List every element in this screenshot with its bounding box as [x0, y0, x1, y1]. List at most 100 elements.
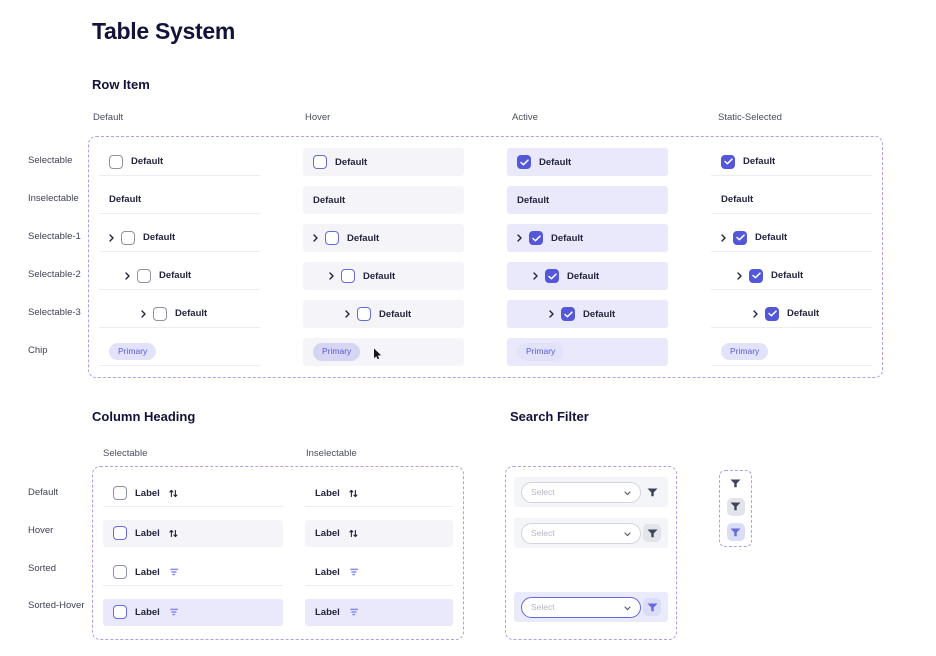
sorted-bars-icon[interactable] [169, 568, 179, 576]
filter-funnel-button[interactable] [643, 483, 661, 501]
primary-chip[interactable]: Primary [721, 342, 769, 361]
column-header-cell-default-inselectable[interactable]: Label [305, 480, 453, 507]
column-header-cell-sorted-hover-inselectable[interactable]: Label [305, 598, 453, 626]
row-item-selectable-static[interactable]: Default [711, 148, 872, 176]
row-item-chip-active[interactable]: Primary [507, 338, 668, 366]
column-header-cell-sorted-inselectable[interactable]: Label [305, 559, 453, 587]
row-item-selectable-default[interactable]: Default [99, 148, 260, 176]
table-row: Label Label [103, 598, 453, 626]
primary-chip[interactable]: Primary [313, 343, 361, 361]
checkbox-unchecked-icon[interactable] [113, 526, 127, 541]
cell-text: Default [771, 270, 804, 281]
row-item-level2-static[interactable]: Default [711, 262, 872, 290]
chevron-right-icon[interactable] [141, 309, 146, 318]
checkbox-unchecked-icon[interactable] [113, 486, 127, 500]
row-item-level2-hover[interactable]: Default [303, 262, 464, 290]
checkbox-unchecked-icon[interactable] [325, 231, 339, 245]
primary-chip[interactable]: Primary [517, 343, 565, 361]
column-header-active: Active [512, 112, 538, 123]
row-item-chip-default[interactable]: Primary [99, 338, 260, 366]
column-header-cell-sorted-selectable[interactable]: Label [103, 559, 283, 587]
chevron-right-icon[interactable] [313, 234, 318, 242]
primary-chip[interactable]: Primary [109, 342, 157, 361]
checkbox-unchecked-icon[interactable] [113, 565, 127, 580]
sorted-bars-icon[interactable] [349, 568, 359, 576]
sort-updown-icon[interactable] [349, 489, 358, 498]
sorted-bars-icon[interactable] [169, 608, 179, 616]
row-item-level1-active[interactable]: Default [507, 224, 668, 252]
checkbox-checked-icon[interactable] [733, 230, 747, 245]
column-header-cell-hover-inselectable[interactable]: Label [305, 519, 453, 547]
row-item-selectable-hover[interactable]: Default [303, 148, 464, 176]
sort-updown-icon[interactable] [169, 529, 178, 538]
chevron-right-icon[interactable] [345, 310, 350, 318]
row-item-level3-static[interactable]: Default [711, 300, 872, 328]
checkbox-checked-icon[interactable] [721, 154, 735, 169]
checkbox-unchecked-icon[interactable] [341, 269, 355, 283]
column-header-cell-default-selectable[interactable]: Label [103, 480, 283, 507]
cell-text: Default [379, 308, 412, 320]
select-dropdown-focused[interactable]: Select [521, 596, 641, 618]
checkbox-checked-icon[interactable] [749, 268, 763, 283]
row-item-level1-hover[interactable]: Default [303, 224, 464, 252]
sort-updown-icon[interactable] [349, 529, 358, 538]
row-item-level1-static[interactable]: Default [711, 224, 872, 252]
table-row: Default Default Default Default [99, 300, 872, 328]
sorted-bars-icon[interactable] [349, 608, 359, 616]
column-header-cell-sorted-hover-selectable[interactable]: Label [103, 598, 283, 626]
chevron-right-icon[interactable] [721, 233, 726, 242]
cell-text: Default [347, 232, 380, 244]
chevron-right-icon[interactable] [517, 234, 522, 242]
row-item-level2-default[interactable]: Default [99, 262, 260, 290]
row-item-inselectable-static[interactable]: Default [711, 186, 872, 214]
cell-text: Label [315, 606, 340, 618]
filter-funnel-button[interactable] [643, 598, 661, 616]
row-item-chip-hover[interactable]: Primary [303, 338, 464, 366]
row-item-level1-default[interactable]: Default [99, 224, 260, 252]
row-item-level3-active[interactable]: Default [507, 300, 668, 328]
filter-funnel-button-hover[interactable] [726, 497, 745, 516]
checkbox-checked-icon[interactable] [517, 155, 531, 169]
ch-label-sorted-hover: Sorted-Hover [28, 600, 85, 611]
select-placeholder: Select [531, 528, 555, 538]
select-dropdown[interactable]: Select [521, 522, 641, 544]
search-filter-row-active: Select [514, 592, 668, 622]
row-item-level3-default[interactable]: Default [99, 300, 260, 328]
row-item-level3-hover[interactable]: Default [303, 300, 464, 328]
row-item-level2-active[interactable]: Default [507, 262, 668, 290]
chevron-right-icon[interactable] [737, 271, 742, 280]
checkbox-unchecked-icon[interactable] [113, 605, 127, 620]
chevron-right-icon[interactable] [549, 310, 554, 318]
chevron-right-icon[interactable] [533, 272, 538, 280]
column-header-cell-hover-selectable[interactable]: Label [103, 519, 283, 547]
checkbox-unchecked-icon[interactable] [357, 307, 371, 321]
row-item-inselectable-active[interactable]: Default [507, 186, 668, 214]
chevron-right-icon[interactable] [753, 309, 758, 318]
row-item-inselectable-default[interactable]: Default [99, 186, 260, 214]
checkbox-unchecked-icon[interactable] [153, 306, 167, 321]
checkbox-checked-icon[interactable] [765, 306, 779, 321]
row-item-chip-static[interactable]: Primary [711, 338, 872, 366]
filter-funnel-button[interactable] [643, 524, 661, 542]
row-label-chip: Chip [28, 345, 48, 356]
chevron-right-icon[interactable] [329, 272, 334, 280]
checkbox-checked-icon[interactable] [561, 307, 575, 321]
page-title: Table System [92, 18, 235, 44]
checkbox-unchecked-icon[interactable] [137, 268, 151, 283]
search-filter-spec-frame: Select Select Select [505, 466, 677, 640]
checkbox-unchecked-icon[interactable] [313, 155, 327, 169]
sort-updown-icon[interactable] [169, 489, 178, 498]
filter-funnel-button-active[interactable] [726, 523, 745, 541]
filter-funnel-button[interactable] [728, 476, 744, 490]
checkbox-unchecked-icon[interactable] [109, 154, 123, 169]
select-dropdown[interactable]: Select [521, 481, 641, 503]
checkbox-checked-icon[interactable] [529, 231, 543, 245]
row-item-selectable-active[interactable]: Default [507, 148, 668, 176]
chevron-right-icon[interactable] [109, 233, 114, 242]
row-label-selectable-1: Selectable-1 [28, 231, 81, 242]
cell-text: Default [517, 194, 550, 206]
checkbox-unchecked-icon[interactable] [121, 230, 135, 245]
row-item-inselectable-hover[interactable]: Default [303, 186, 464, 214]
checkbox-checked-icon[interactable] [545, 269, 559, 283]
chevron-right-icon[interactable] [125, 271, 130, 280]
